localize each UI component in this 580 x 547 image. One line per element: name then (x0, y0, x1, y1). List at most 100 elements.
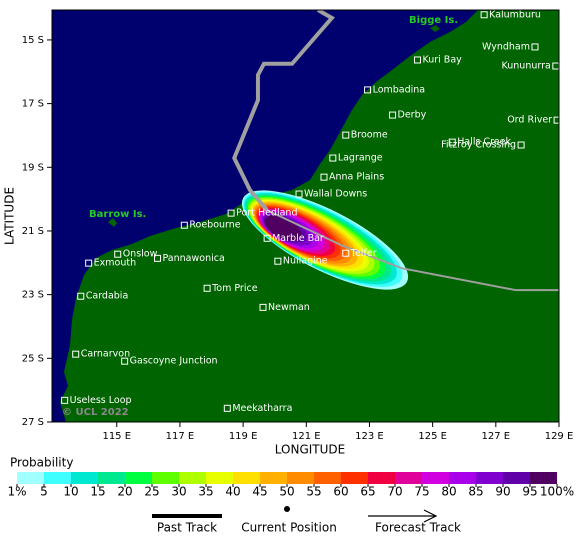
place-label: Pannawonica (163, 253, 225, 264)
place-label: Wallal Downs (304, 189, 367, 200)
place-marker (329, 154, 337, 162)
place-marker (72, 350, 80, 358)
colorbar-label: 95 (522, 485, 537, 499)
place-marker (259, 303, 267, 311)
place-marker (517, 141, 525, 149)
x-tick-label: 119 E (229, 431, 258, 442)
colorbar-box (206, 472, 233, 484)
place-label: Nullagine (283, 256, 328, 267)
place-marker (295, 190, 303, 198)
place-marker (114, 250, 122, 258)
colorbar-label: 55 (306, 485, 321, 499)
colorbar-box (395, 472, 422, 484)
x-tick-label: 129 E (545, 431, 574, 442)
colorbar-label: 40 (225, 485, 240, 499)
colorbar-label: 65 (360, 485, 375, 499)
legend-label: Past Track (157, 521, 217, 535)
place-label: Lagrange (338, 153, 383, 164)
y-tick-label: 21 S (22, 226, 44, 237)
colorbar-box (44, 472, 71, 484)
place-marker (413, 56, 421, 64)
place-label: Meekatharra (232, 403, 292, 414)
y-axis-label: LATITUDE (3, 187, 17, 245)
place-marker (223, 404, 231, 412)
y-tick-label: 25 S (22, 353, 44, 364)
colorbar-label: 20 (117, 485, 132, 499)
legend-current-position (284, 506, 290, 512)
place-label: Fitzroy Crossing (441, 139, 516, 150)
colorbar-label: 35 (198, 485, 213, 499)
island-label: Barrow Is. (89, 209, 146, 220)
legend-forecast-track (368, 509, 438, 523)
place-marker (154, 254, 162, 262)
colorbar-box (233, 472, 260, 484)
island-label: Bigge Is. (409, 15, 458, 26)
place-marker (274, 257, 282, 265)
place-marker (364, 86, 372, 94)
colorbar-box (179, 472, 206, 484)
place-label: Lombadina (373, 84, 426, 95)
y-tick-label: 15 S (22, 35, 44, 46)
colorbar-box (98, 472, 125, 484)
place-label: Ord River (507, 115, 552, 126)
place-label: Exmouth (94, 258, 136, 269)
colorbar-label: 75 (414, 485, 429, 499)
x-tick-label: 123 E (355, 431, 384, 442)
map-frame (51, 9, 560, 423)
place-label: Telfer (350, 248, 377, 259)
x-tick-label: 117 E (166, 431, 195, 442)
place-label: Gascoyne Junction (130, 356, 218, 367)
colorbar-title: Probability (10, 456, 73, 470)
place-marker (531, 43, 539, 51)
probability-contour (264, 215, 302, 241)
colorbar-label: 50 (279, 485, 294, 499)
place-marker (342, 249, 350, 257)
place-label: Anna Plains (329, 172, 384, 183)
colorbar-box (152, 472, 179, 484)
colorbar-label: 45 (252, 485, 267, 499)
x-tick-label: 121 E (292, 431, 321, 442)
place-marker (263, 234, 271, 242)
place-label: Kuri Bay (422, 54, 462, 65)
place-label: Carnarvon (81, 349, 130, 360)
place-label: Derby (398, 110, 427, 121)
colorbar-label: 60 (333, 485, 348, 499)
colorbar-box (530, 472, 557, 484)
colorbar-box (314, 472, 341, 484)
colorbar-box (422, 472, 449, 484)
place-label: Onslow (123, 249, 158, 260)
place-marker (480, 11, 488, 19)
colorbar-box (17, 472, 44, 484)
colorbar-label: 85 (468, 485, 483, 499)
x-tick-label: 125 E (418, 431, 447, 442)
colorbar-label: 30 (171, 485, 186, 499)
place-marker (180, 221, 188, 229)
place-label: Marble Bar (272, 233, 324, 244)
colorbar-label: 80 (441, 485, 456, 499)
y-tick-label: 17 S (22, 99, 44, 110)
place-marker (61, 396, 69, 404)
colorbar-box (368, 472, 395, 484)
place-marker (389, 111, 397, 119)
colorbar-label: 1% (7, 485, 26, 499)
place-label: Newman (268, 302, 310, 313)
colorbar-box (71, 472, 98, 484)
colorbar-label: 15 (90, 485, 105, 499)
colorbar-box (125, 472, 152, 484)
place-label: Port Hedland (236, 208, 297, 219)
colorbar-box (476, 472, 503, 484)
past-track (232, 10, 335, 212)
place-marker (342, 131, 350, 139)
colorbar-box (503, 472, 530, 484)
y-tick-label: 23 S (22, 290, 44, 301)
place-marker (77, 292, 85, 300)
place-marker (448, 138, 456, 146)
copyright: © UCL 2022 (62, 407, 129, 418)
x-tick-label: 115 E (102, 431, 131, 442)
place-label: Halls Creek (457, 137, 511, 148)
colorbar-box (260, 472, 287, 484)
place-label: Kununurra (502, 61, 551, 72)
place-marker (553, 116, 559, 124)
place-marker (203, 284, 211, 292)
